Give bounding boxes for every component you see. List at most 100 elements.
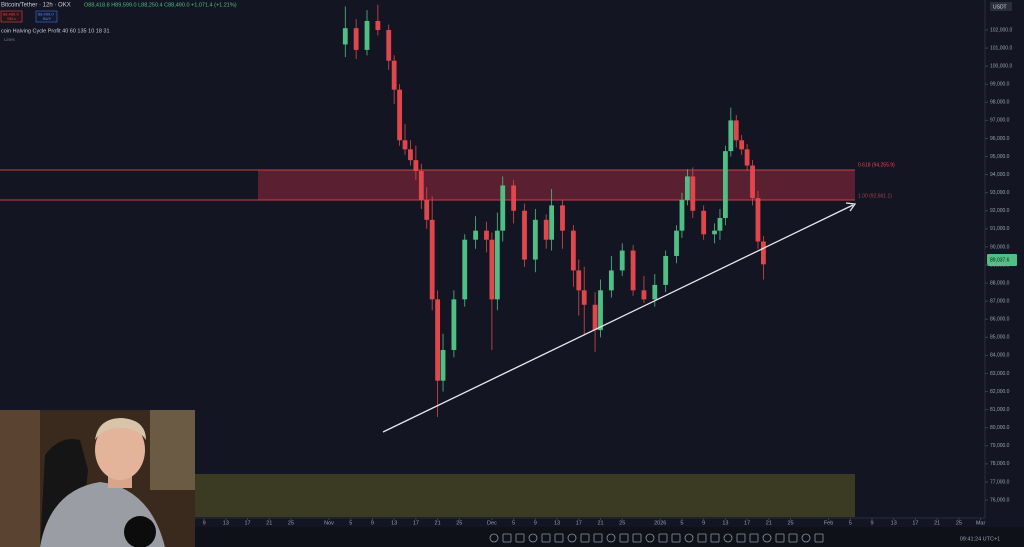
tool-icon[interactable] [658, 533, 668, 543]
x-tick-label: 13 [554, 520, 560, 526]
x-tick-label: 5 [349, 520, 352, 526]
x-tick-label: 25 [619, 520, 625, 526]
price-tag-label: 89,037.6 [990, 257, 1010, 263]
y-tick-label: 100,000.0 [990, 63, 1012, 69]
tool-icon[interactable] [606, 533, 616, 543]
tool-icon[interactable] [697, 533, 707, 543]
face [95, 420, 145, 480]
y-tick-label: 82,000.0 [990, 389, 1010, 395]
candle-body [391, 60, 397, 90]
x-tick-label: 13 [891, 520, 897, 526]
x-tick-label: Mar [976, 520, 986, 526]
candle-body [641, 290, 647, 300]
x-tick-label: 9 [534, 520, 537, 526]
x-tick-label: 25 [956, 520, 962, 526]
y-tick-label: 95,000.0 [990, 154, 1010, 160]
tool-icon[interactable] [632, 533, 642, 543]
buy-label: BUY [43, 16, 52, 21]
y-tick-label: 85,000.0 [990, 335, 1010, 341]
x-tick-label: 17 [744, 520, 750, 526]
x-tick-label: 25 [787, 520, 793, 526]
tool-icon[interactable] [814, 533, 824, 543]
candle-body [712, 230, 717, 235]
candle-body [750, 165, 755, 199]
candle-body [386, 30, 392, 61]
tool-icon[interactable] [541, 533, 551, 543]
tool-icon[interactable] [489, 533, 499, 543]
x-tick-label: 2026 [654, 520, 666, 526]
candle-body [342, 28, 348, 45]
candle-body [543, 219, 549, 240]
x-tick-label: 13 [722, 520, 728, 526]
x-tick-label: 13 [223, 520, 229, 526]
x-tick-label: 17 [912, 520, 918, 526]
tool-icon[interactable] [775, 533, 785, 543]
y-tick-label: 101,000.0 [990, 45, 1012, 51]
indicator-lines: Lines [4, 37, 16, 42]
y-tick-label: 90,000.0 [990, 244, 1010, 250]
candle-body [397, 89, 402, 141]
tool-icon[interactable] [723, 533, 733, 543]
x-tick-label: 25 [288, 520, 294, 526]
currency-badge[interactable] [990, 2, 1012, 11]
candle-body [717, 218, 723, 231]
y-tick-label: 97,000.0 [990, 118, 1010, 124]
x-tick-label: 21 [435, 520, 441, 526]
tool-icon[interactable] [515, 533, 525, 543]
tool-icon[interactable] [593, 533, 603, 543]
tool-icon[interactable] [762, 533, 772, 543]
candle-body [576, 270, 582, 291]
x-tick-label: 5 [512, 520, 515, 526]
tool-icon[interactable] [710, 533, 720, 543]
fib-label: 1.00 (92,661.1) [858, 193, 892, 199]
fib-label: 0.618 (94,255.9) [858, 162, 895, 168]
y-tick-label: 83,000.0 [990, 371, 1010, 377]
hair [95, 418, 146, 440]
candle-body [435, 299, 440, 381]
tool-icon[interactable] [788, 533, 798, 543]
y-tick-label: 86,000.0 [990, 317, 1010, 323]
microphone [124, 516, 156, 547]
y-tick-label: 87,000.0 [990, 298, 1010, 304]
x-tick-label: 5 [680, 520, 683, 526]
y-tick-label: 88,000.0 [990, 280, 1010, 286]
x-tick-label: 21 [766, 520, 772, 526]
tool-icon[interactable] [528, 533, 538, 543]
tool-icon[interactable] [684, 533, 694, 543]
candle-body [451, 299, 457, 350]
tool-icon[interactable] [619, 533, 629, 543]
tool-icon[interactable] [580, 533, 590, 543]
candle-body [581, 290, 587, 305]
tool-icon[interactable] [749, 533, 759, 543]
tool-icon[interactable] [671, 533, 681, 543]
y-tick-label: 76,000.0 [990, 497, 1010, 503]
y-tick-label: 99,000.0 [990, 82, 1010, 88]
sell-button[interactable] [0, 10, 23, 23]
y-tick-label: 79,000.0 [990, 443, 1010, 449]
candle-body [473, 230, 479, 240]
x-tick-label: 13 [391, 520, 397, 526]
candle-body [608, 270, 614, 291]
candle-body [570, 230, 576, 271]
tool-icon[interactable] [554, 533, 564, 543]
tool-icon[interactable] [736, 533, 746, 543]
tool-icon[interactable] [645, 533, 655, 543]
candle-body [522, 210, 527, 260]
y-tick-label: 96,000.0 [990, 136, 1010, 142]
x-tick-label: 17 [576, 520, 582, 526]
symbol: Bitcoin/Tether · 12h · OKX [1, 3, 71, 9]
buy-button[interactable] [35, 10, 58, 23]
candle-body [761, 241, 766, 265]
tool-icon[interactable] [567, 533, 577, 543]
candle-body [484, 230, 489, 240]
candle-body [755, 198, 761, 242]
tool-icon[interactable] [502, 533, 512, 543]
y-tick-label: 92,000.0 [990, 208, 1010, 214]
tool-icon[interactable] [801, 533, 811, 543]
x-tick-label: Dec [487, 520, 497, 526]
candle-body [511, 185, 517, 211]
sell-label: SELL [7, 16, 18, 21]
x-tick-label: 25 [456, 520, 462, 526]
candle-body [592, 304, 598, 331]
room-wall [0, 410, 40, 547]
